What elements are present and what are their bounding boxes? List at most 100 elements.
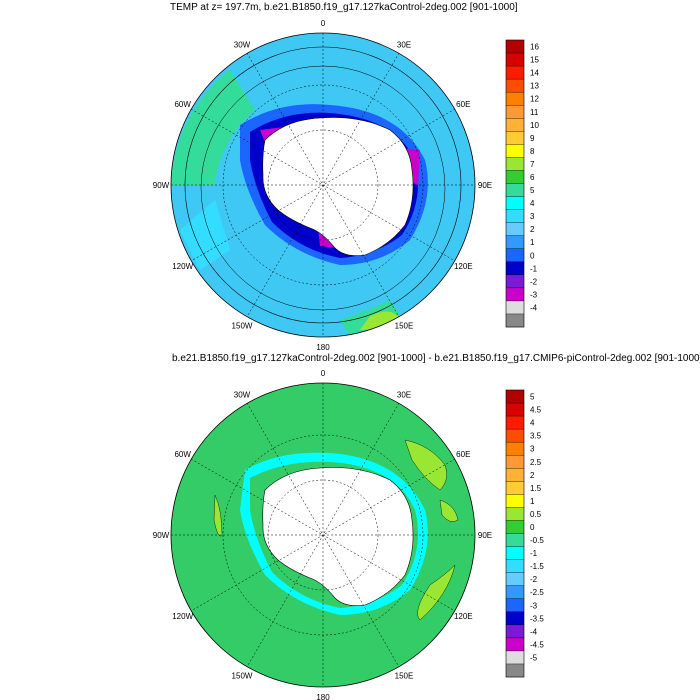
colorbar-label: 5: [530, 393, 535, 402]
colorbar-swatch: [506, 416, 524, 430]
colorbar-label: 2: [530, 471, 535, 480]
colorbar-label: -2.5: [530, 588, 544, 597]
polar-map-bottom: 0 30E 60E 90E 120E 150E 180 150W 120W 90W 60W 30W 5…: [153, 369, 545, 700]
colorbar-swatch: [506, 507, 524, 521]
colorbar-label: 10: [530, 121, 539, 130]
colorbar-swatch: [506, 637, 524, 652]
colorbar-label: -1: [530, 264, 538, 273]
lon-labels-bottom: 0 30E 60E 90E 120E 150E 180 150W 120W 90W 60W 30W: [153, 369, 492, 700]
colorbar-label: 14: [530, 69, 539, 78]
colorbar-label: 4: [530, 199, 535, 208]
colorbar-swatch: [506, 209, 524, 223]
colorbar-label: 11: [530, 108, 539, 117]
colorbar-swatch: [506, 274, 524, 289]
lon-label: 180: [316, 693, 330, 700]
colorbar-swatch: [506, 196, 524, 210]
map-title-bottom: b.e21.B1850.f19_g17.127kaControl-2deg.00…: [172, 353, 700, 364]
colorbar-swatch: [506, 663, 524, 678]
lon-label: 60W: [174, 450, 191, 459]
colorbar-label: 15: [530, 56, 539, 65]
colorbar-label: -3: [530, 601, 538, 610]
colorbar-swatch: [506, 533, 524, 547]
mid-band-sw: [180, 200, 230, 270]
lon-label: 120W: [172, 612, 193, 621]
lon-label: 60W: [174, 100, 191, 109]
lon-label: 90E: [478, 181, 492, 190]
colorbar-swatch: [506, 481, 524, 495]
map-title-top: TEMP at z= 197.7m, b.e21.B1850.f19_g17.1…: [170, 2, 518, 13]
antarctica-top: [262, 117, 414, 256]
colorbar-swatch: [506, 66, 524, 80]
colorbar-swatch: [506, 572, 524, 586]
warm-patch-south: [360, 311, 400, 330]
colorbar-label: 7: [530, 160, 535, 169]
warm-band-west: [171, 70, 255, 185]
warm-patch-w: [213, 494, 223, 537]
lon-label: 30E: [397, 391, 411, 400]
lon-label: 0: [321, 369, 326, 378]
colorbar-swatch: [506, 170, 524, 184]
colorbar-label: -3.5: [530, 614, 544, 623]
meridians-top: [171, 33, 475, 337]
lon-label: 150W: [232, 671, 253, 680]
colorbar-label: 3: [530, 445, 535, 454]
colorbar-swatch: [506, 559, 524, 573]
antarctica-bottom: [262, 467, 414, 606]
colorbar-label: 4.5: [530, 406, 542, 415]
colorbar-bottom: 5 4.5 4 3.5 3 2.5 2 1.5 1 0.5 0 -0.5 -1 -1.5 -2 -2.5 -3 -…: [505, 389, 544, 678]
colorbar-label: 1: [530, 497, 535, 506]
colorbar-label: -4: [530, 303, 538, 312]
colorbar-swatch: [506, 611, 524, 626]
colorbar-label: -4: [530, 627, 538, 636]
colorbar-label: 3: [530, 212, 535, 221]
colorbar-swatch: [506, 118, 524, 132]
colorbar-label: -2: [530, 575, 538, 584]
lon-label: 0: [321, 19, 326, 28]
colorbar-swatch: [506, 585, 524, 600]
colorbar-label: -0.5: [530, 536, 544, 545]
colorbar-swatch: [506, 40, 524, 54]
colorbar-label: -4.5: [530, 640, 544, 649]
colorbar-swatch: [506, 53, 524, 67]
warm-patch-se: [417, 564, 456, 621]
colorbar-label: 4: [530, 419, 535, 428]
lon-label: 150E: [395, 671, 414, 680]
lon-label: 60E: [456, 100, 470, 109]
warm-patch-ne: [404, 439, 447, 491]
colorbar-swatch: [506, 455, 524, 469]
colorbar-label: -5: [530, 653, 538, 662]
colorbar-swatch: [506, 624, 524, 639]
colorbar-swatch: [506, 442, 524, 456]
lon-label: 180: [316, 343, 330, 352]
colorbar-swatch: [506, 598, 524, 613]
lon-label: 120E: [454, 612, 473, 621]
colorbar-label: 2: [530, 225, 535, 234]
lon-label: 60E: [456, 450, 470, 459]
lon-label: 120E: [454, 262, 473, 271]
colorbar-label: -2: [530, 277, 538, 286]
colorbar-label: 1: [530, 238, 535, 247]
colorbar-swatch: [506, 157, 524, 171]
colorbar-swatch: [506, 131, 524, 145]
lon-labels-top: 0 30E 60E 90E 120E 150E 180 150W 120W 90W 60W 30W: [153, 19, 492, 352]
lon-label: 30W: [234, 41, 251, 50]
colorbar-label: -1: [530, 549, 538, 558]
colorbar-label: 6: [530, 173, 535, 182]
colorbar-swatch: [506, 183, 524, 197]
colorbar-label: 13: [530, 82, 539, 91]
colorbar-label: 0: [530, 523, 535, 532]
map-border-top: [170, 32, 476, 338]
colorbar-swatch: [506, 261, 524, 276]
colorbar-label: 9: [530, 134, 535, 143]
colorbar-swatch: [506, 235, 524, 250]
map-border-bottom: [170, 382, 476, 688]
colorbar-swatch: [506, 429, 524, 443]
colorbar-swatch: [506, 313, 524, 328]
colorbar-swatch: [506, 105, 524, 119]
meridians-bottom: [171, 383, 475, 687]
colorbar-label: 16: [530, 43, 539, 52]
colorbar-label: 8: [530, 147, 535, 156]
colorbar-swatch: [506, 248, 524, 263]
